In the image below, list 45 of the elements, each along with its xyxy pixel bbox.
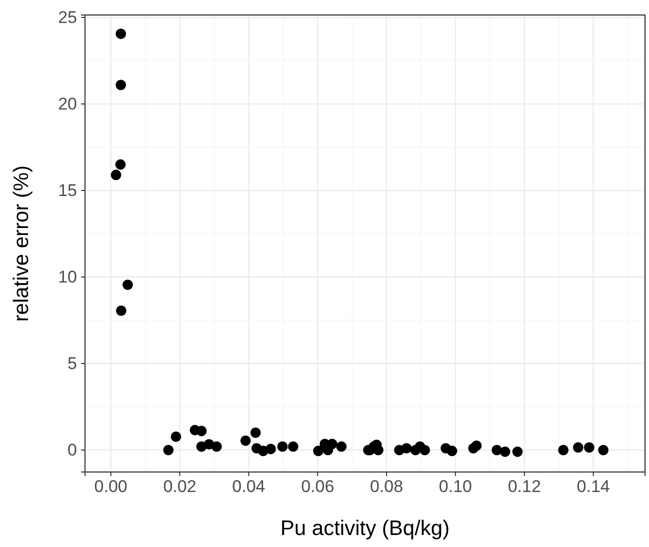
y-axis-title: relative error (%) [10, 165, 33, 322]
point [122, 280, 133, 290]
y-tick-label: 25 [58, 8, 77, 27]
x-tick-label: 0.14 [576, 477, 610, 496]
point [471, 440, 482, 451]
point [115, 159, 126, 170]
point [492, 444, 502, 456]
point [170, 432, 182, 442]
point [240, 435, 251, 446]
x-tick-label: 0.00 [94, 477, 128, 496]
point [512, 446, 523, 457]
y-tick-label: 5 [68, 354, 77, 373]
y-tick-label: 20 [58, 94, 77, 114]
point [410, 444, 421, 456]
point [420, 444, 430, 456]
x-tick-label: 0.06 [301, 477, 334, 496]
point [116, 80, 126, 90]
point [401, 443, 412, 454]
y-tick-label: 15 [58, 180, 77, 200]
point [266, 444, 276, 454]
point [446, 446, 458, 456]
point [211, 441, 222, 452]
y-tick-label: 10 [58, 267, 77, 286]
point [598, 444, 609, 456]
x-tick-label: 0.10 [438, 477, 472, 496]
point [288, 441, 298, 452]
point [116, 306, 126, 316]
x-tick-label: 0.12 [508, 477, 541, 496]
x-tick-label: 0.04 [232, 477, 266, 496]
point [110, 170, 122, 180]
x-tick-label: 0.02 [163, 477, 196, 496]
point [336, 441, 347, 452]
point [313, 446, 324, 456]
point [572, 442, 584, 453]
y-tick-label: 0 [68, 440, 77, 460]
point [250, 428, 261, 438]
point [196, 426, 207, 436]
point [163, 444, 174, 456]
point [558, 444, 569, 456]
point [500, 446, 510, 457]
point [584, 442, 594, 453]
x-axis-title: Pu activity (Bq/kg) [280, 517, 450, 540]
point [116, 28, 126, 40]
x-tick-label: 0.08 [370, 477, 404, 496]
point [277, 441, 288, 452]
